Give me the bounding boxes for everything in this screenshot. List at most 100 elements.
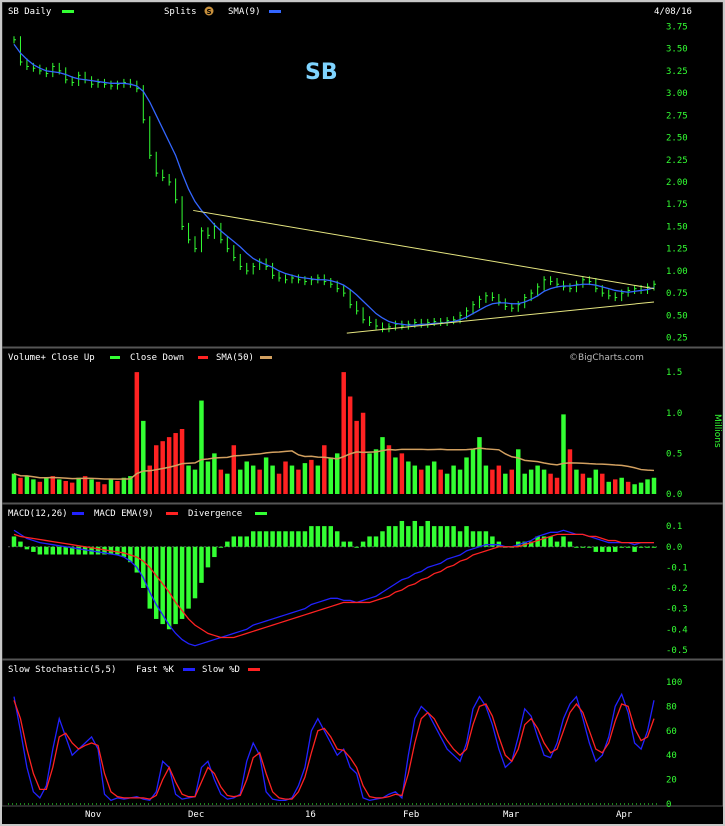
volume-bar-39 (263, 457, 269, 494)
volume-bar-27 (186, 465, 191, 494)
divergence-bar-63 (419, 526, 424, 547)
price-y-tick-14: 0.25 (666, 334, 688, 344)
macd-y-tick-2: -0.1 (666, 563, 688, 573)
volume-panel: Volume+ Close Up Close Down SMA(50) ©Big… (2, 347, 723, 504)
stochastic-y-tick-3: 40 (666, 751, 677, 761)
divergence-bar-21 (147, 546, 152, 609)
trendline-1 (346, 301, 655, 334)
volume-bar-36 (244, 461, 249, 494)
divergence-bar-92 (606, 546, 611, 552)
divergence-bar-51 (341, 541, 346, 547)
volume-bar-12 (89, 479, 94, 494)
divergence-bar-55 (367, 536, 372, 547)
x-label-2: 16 (305, 810, 316, 820)
volume-bar-68 (451, 465, 456, 494)
volume-bar-26 (179, 429, 185, 494)
divergence-bar-72 (477, 531, 482, 547)
divergence-bar-40 (270, 531, 275, 547)
symbol-label: SB Daily (8, 7, 52, 17)
volume-bar-8 (63, 481, 68, 494)
volume-bar-35 (238, 469, 243, 494)
volume-bar-41 (276, 473, 282, 494)
divergence-bar-70 (464, 526, 469, 547)
x-label-0: Nov (85, 810, 101, 820)
macd-swatch (72, 512, 84, 515)
watermark: ©BigCharts.com (569, 353, 644, 363)
divergence-bar-68 (451, 526, 456, 547)
volume-bar-69 (457, 469, 463, 494)
volume-bar-34 (231, 445, 237, 494)
volume-bar-90 (593, 469, 599, 494)
divergence-bar-83 (548, 536, 553, 547)
divergence-bar-71 (470, 531, 476, 547)
fast-k-line (13, 692, 655, 802)
divergence-swatch (255, 512, 267, 515)
volume-y-tick-0: 1.5 (666, 368, 682, 378)
volume-bar-80 (528, 469, 534, 494)
stochastic-panel: Slow Stochastic(5,5) Fast %K Slow %D 100… (2, 659, 723, 810)
divergence-bar-56 (373, 536, 379, 547)
volume-bar-18 (128, 476, 133, 494)
price-y-tick-1: 3.50 (666, 45, 688, 55)
volume-bar-4 (37, 481, 43, 494)
volume-sma-line (13, 447, 655, 480)
splits-icon (204, 6, 214, 16)
ticker-title: SB (305, 60, 338, 85)
price-y-tick-7: 2.00 (666, 178, 688, 188)
volume-bar-93 (612, 479, 618, 494)
volume-bar-16 (115, 481, 120, 494)
divergence-bar-20 (141, 546, 146, 588)
sma-label: SMA(9) (228, 7, 261, 17)
price-bars (13, 36, 656, 333)
volume-bar-48 (322, 445, 327, 494)
stochastic-y-tick-2: 60 (666, 727, 677, 737)
macd-legend: MACD(12,26) (8, 509, 68, 519)
price-y-tick-5: 2.50 (666, 134, 688, 144)
volume-bar-70 (464, 457, 469, 494)
divergence-bar-50 (334, 531, 340, 547)
volume-bar-40 (270, 465, 275, 494)
volume-bar-96 (632, 484, 637, 494)
price-y-tick-6: 2.25 (666, 156, 688, 166)
divergence-bar-98 (645, 546, 650, 548)
macd-signal-line (13, 533, 654, 639)
volume-bar-19 (134, 372, 140, 494)
price-y-tick-4: 2.75 (666, 111, 688, 121)
volume-bar-33 (225, 473, 230, 494)
divergence-bar-29 (199, 546, 204, 583)
volume-bar-21 (147, 465, 152, 494)
divergence-bar-23 (160, 546, 165, 625)
divergence-bar-94 (619, 546, 624, 548)
volume-bar-24 (166, 437, 172, 494)
price-y-tick-10: 1.25 (666, 245, 688, 255)
fast-k-swatch (183, 668, 195, 671)
volume-bar-98 (645, 479, 650, 494)
volume-bar-23 (160, 441, 165, 494)
volume-bar-89 (587, 477, 592, 494)
price-y-tick-13: 0.50 (666, 311, 688, 321)
divergence-bar-67 (444, 526, 450, 547)
volume-bar-62 (412, 465, 418, 494)
divergence-bar-88 (580, 546, 586, 548)
volume-bar-85 (561, 414, 566, 494)
divergence-bar-32 (218, 546, 224, 548)
price-y-tick-0: 3.75 (666, 22, 688, 32)
divergence-bar-33 (225, 541, 230, 547)
volume-bar-79 (522, 473, 527, 494)
volume-bar-99 (651, 477, 657, 494)
divergence-bar-86 (567, 541, 573, 547)
volume-down-legend: Close Down (130, 353, 184, 363)
divergence-bar-7 (57, 546, 62, 555)
volume-bar-0 (11, 473, 17, 494)
divergence-bar-39 (263, 531, 269, 547)
divergence-legend: Divergence (188, 509, 242, 519)
volume-bar-72 (477, 437, 482, 494)
volume-bar-84 (554, 477, 560, 494)
divergence-bar-28 (192, 546, 198, 599)
macd-ema-legend: MACD EMA(9) (94, 509, 154, 519)
divergence-bar-41 (276, 531, 282, 547)
volume-bar-81 (535, 465, 540, 494)
divergence-bar-31 (212, 546, 217, 558)
macd-panel: MACD(12,26) MACD EMA(9) Divergence 0.10.… (2, 503, 723, 660)
divergence-bar-60 (399, 520, 405, 547)
